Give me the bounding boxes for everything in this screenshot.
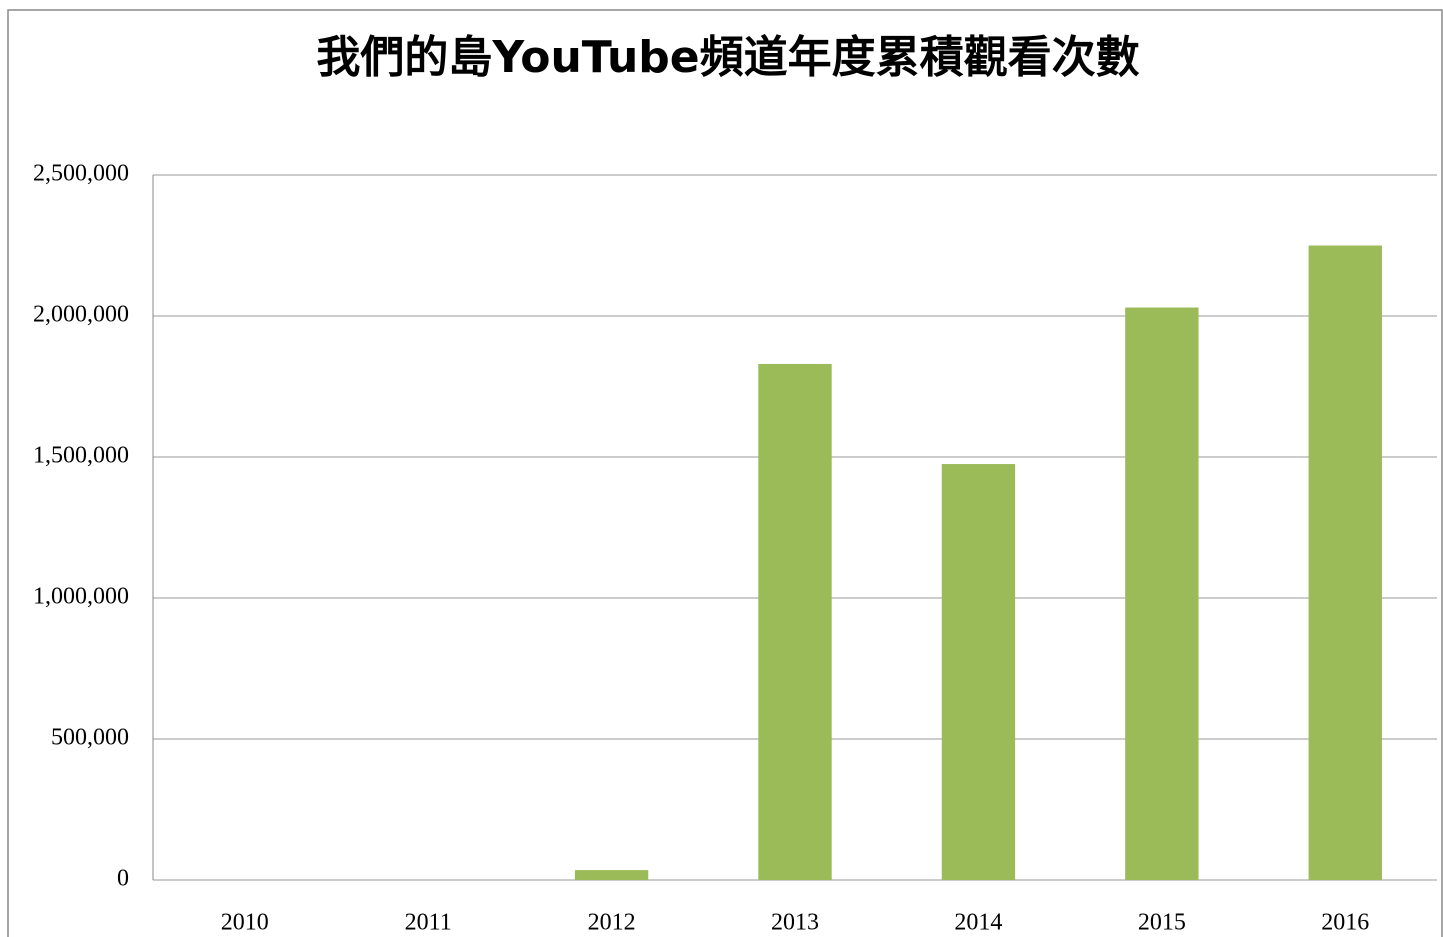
chart-border <box>7 9 1443 937</box>
x-tick-label: 2016 <box>1321 910 1369 936</box>
x-tick-label: 2014 <box>954 910 1002 936</box>
x-tick-label: 2011 <box>405 910 452 936</box>
bar <box>1125 307 1199 880</box>
y-tick-label: 2,000,000 <box>33 302 129 328</box>
y-tick-label: 1,000,000 <box>33 584 129 610</box>
x-tick-label: 2013 <box>771 910 819 936</box>
x-tick-label: 2012 <box>588 910 636 936</box>
bar <box>1308 245 1382 880</box>
y-tick-label: 0 <box>117 866 129 892</box>
x-tick-label: 2010 <box>221 910 269 936</box>
y-tick-label: 2,500,000 <box>33 161 129 187</box>
x-tick-label: 2015 <box>1138 910 1186 936</box>
chart-title: 我們的島YouTube頻道年度累積觀看次數 <box>316 32 1139 83</box>
bar <box>758 363 832 880</box>
y-tick-label: 500,000 <box>51 725 129 751</box>
bar <box>941 464 1016 880</box>
bar <box>574 870 649 880</box>
y-tick-label: 1,500,000 <box>33 443 129 469</box>
